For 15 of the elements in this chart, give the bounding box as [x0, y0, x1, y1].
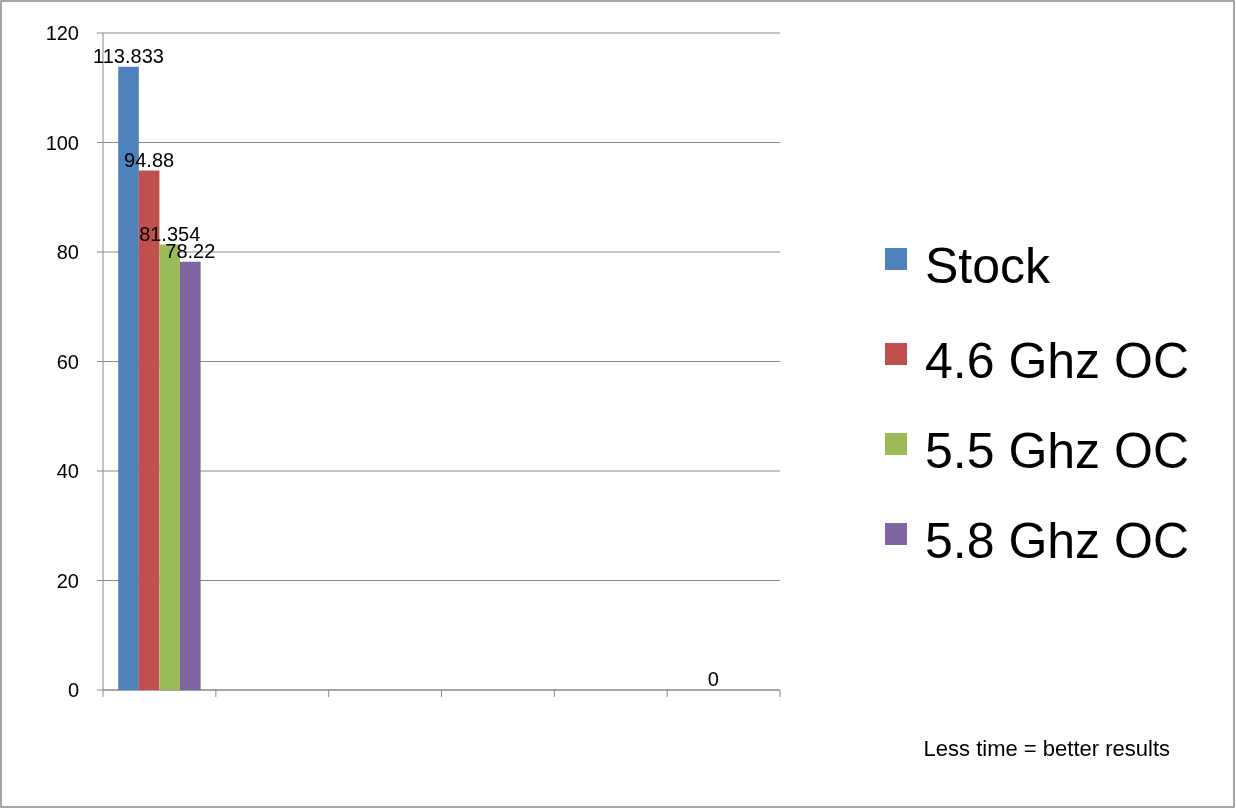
bar [180, 261, 201, 690]
text: Less time = better results [923, 736, 1170, 761]
y-tick-label: 120 [45, 22, 79, 44]
y-tick-label: 0 [67, 679, 79, 701]
data-label: 113.833 [93, 44, 164, 67]
y-tick-label: 20 [56, 569, 79, 592]
y-tick-label: 60 [56, 350, 79, 373]
data-label: 0 [707, 668, 719, 690]
legend-label: 5.5 Ghz OC [925, 422, 1189, 479]
legend-label: 4.6 Ghz OC [925, 332, 1189, 389]
y-tick-label: 80 [56, 241, 79, 263]
legend-label: 5.8 Ghz OC [925, 512, 1189, 569]
y-tick-label: 40 [56, 460, 79, 482]
legend-label: Stock [925, 237, 1052, 294]
y-tick-label: 100 [45, 131, 79, 154]
